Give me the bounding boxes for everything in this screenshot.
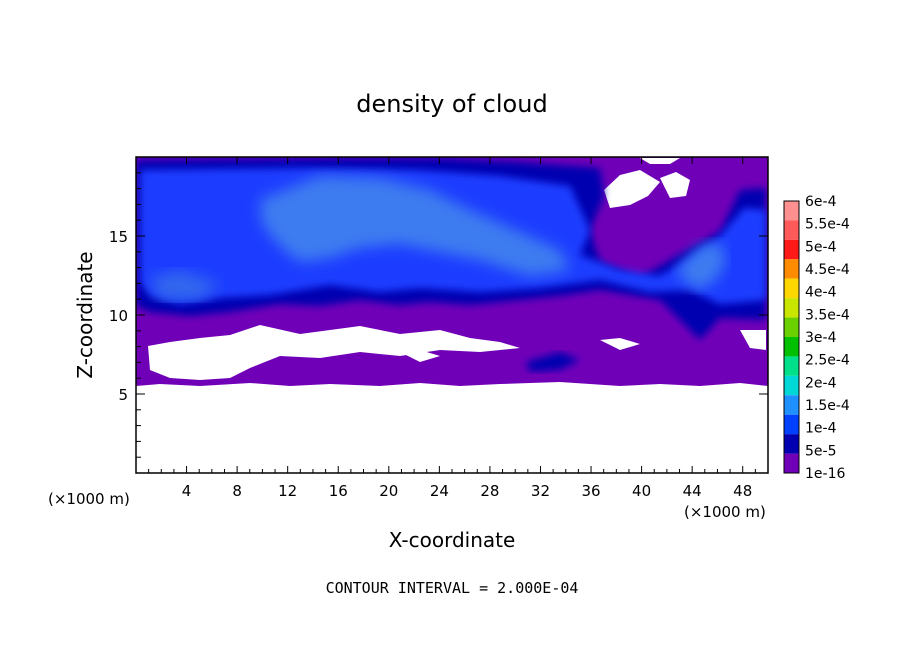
- contour-level-1.5e-4-right: [676, 242, 726, 290]
- colorbar-swatch: [784, 414, 799, 435]
- colorbar-swatch: [784, 259, 799, 279]
- x-tick-label: 44: [683, 482, 702, 500]
- x-tick-label: 36: [581, 482, 600, 500]
- x-tick-label: 4: [182, 482, 192, 500]
- chart-title: density of cloud: [356, 90, 547, 118]
- colorbar-label: 3.5e-4: [805, 307, 850, 323]
- colorbar-swatch: [784, 278, 799, 299]
- colorbar-label: 4e-4: [805, 285, 837, 301]
- colorbar-swatch: [784, 356, 799, 376]
- contour-level-1.5e-4-left: [150, 270, 220, 300]
- x-unit-right: (×1000 m): [684, 503, 766, 521]
- colorbar-swatch: [784, 375, 799, 396]
- y-tick-label: 5: [118, 386, 128, 404]
- colorbar-label: 1e-4: [805, 421, 837, 437]
- colorbar-swatch: [784, 201, 799, 221]
- colorbar-swatch: [784, 434, 799, 454]
- colorbar-label: 5e-5: [805, 443, 836, 459]
- colorbar-label: 2e-4: [805, 375, 837, 391]
- colorbar-label: 2.5e-4: [805, 353, 850, 369]
- x-tick-label: 28: [480, 482, 499, 500]
- x-tick-label: 48: [733, 482, 752, 500]
- contour-level-1.5e-4: [260, 176, 570, 276]
- y-tick-label: 15: [109, 228, 128, 246]
- colorbar-swatch: [784, 220, 799, 240]
- colorbar-swatch: [784, 453, 799, 473]
- x-tick-label: 12: [278, 482, 297, 500]
- x-tick-label: 16: [329, 482, 348, 500]
- colorbar-label: 4.5e-4: [805, 262, 850, 278]
- colorbar-label: 1.5e-4: [805, 398, 850, 414]
- x-axis-label: X-coordinate: [389, 528, 516, 552]
- contour-interval-note: CONTOUR INTERVAL = 2.000E-04: [326, 579, 579, 597]
- x-tick-label: 40: [632, 482, 651, 500]
- small-cloud: [526, 352, 580, 372]
- x-unit-left: (×1000 m): [48, 490, 130, 508]
- colorbar-label: 5e-4: [805, 239, 837, 255]
- colorbar: 6e-4 5.5e-4 5e-4 4.5e-4 4e-4 3.5e-4 3e-4 2.5e-4…: [783, 194, 850, 482]
- colorbar-frame: [783, 200, 800, 474]
- colorbar-swatch: [784, 239, 799, 260]
- colorbar-label: 5.5e-4: [805, 217, 850, 233]
- y-axis-label: Z-coordinate: [73, 251, 97, 378]
- colorbar-label: 6e-4: [805, 194, 837, 210]
- x-tick-label: 24: [430, 482, 449, 500]
- gap-regions: [148, 158, 766, 402]
- cloud-density-field: [136, 157, 768, 473]
- y-tick-label: 10: [109, 307, 128, 325]
- colorbar-swatch: [784, 298, 799, 318]
- x-tick-label: 32: [531, 482, 550, 500]
- colorbar-label: 1e-16: [805, 466, 845, 482]
- colorbar-label: 3e-4: [805, 330, 837, 346]
- colorbar-swatch: [784, 337, 799, 357]
- x-tick-label: 20: [379, 482, 398, 500]
- colorbar-swatch: [784, 317, 799, 337]
- x-tick-label: 8: [232, 482, 242, 500]
- colorbar-swatch: [784, 395, 799, 415]
- y-axis-ticks: 5 10 15: [109, 172, 768, 458]
- x-axis-ticks: 4 8 12 16 20 24 28 32 36 40 44 48: [148, 157, 756, 500]
